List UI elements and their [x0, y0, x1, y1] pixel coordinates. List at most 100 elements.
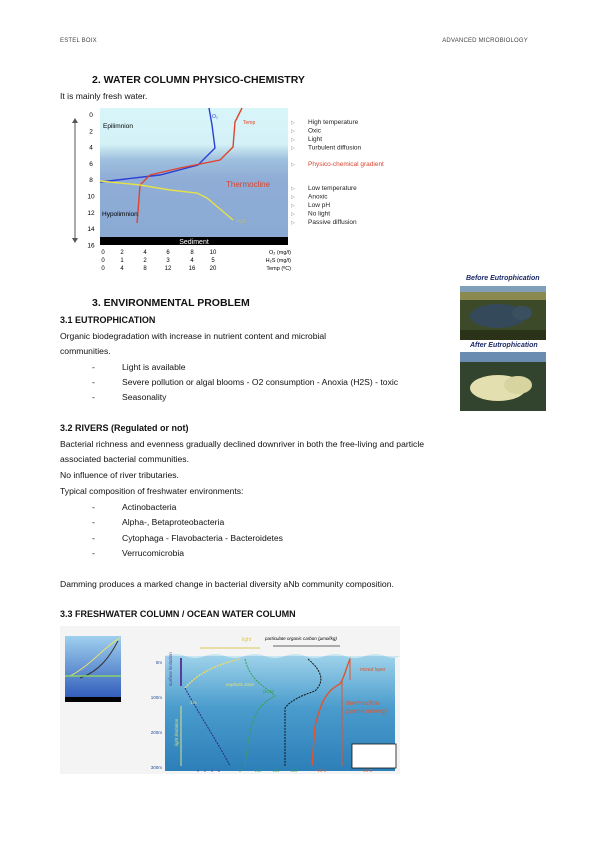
depth-tick-label: 2 — [89, 128, 93, 135]
depth-tick-label: 12 — [87, 210, 95, 217]
rivers-title: 3.2 RIVERS (Regulated or not) — [60, 423, 189, 433]
epilimnion-label: Epilimnion — [103, 123, 133, 130]
axis-tick-label: 0 — [101, 250, 105, 256]
before-eutrophication-caption: Before Eutrophication — [466, 275, 540, 282]
rivers-closing: Damming produces a marked change in bact… — [60, 579, 394, 589]
surface-limitation-label: surface limitation — [168, 652, 173, 686]
arrow-icon: ▷ — [291, 186, 295, 192]
arrow-icon: ▷ — [291, 203, 295, 209]
axis-tick-label: 3 — [166, 258, 170, 264]
sediment-bar — [100, 237, 288, 245]
thermocline-label: Thermocline — [226, 180, 271, 189]
axis-unit-label: H₂S (mg/l) — [266, 258, 292, 264]
bottom-tick-label: 15°C — [318, 768, 327, 773]
depth-tick-label: 6 — [89, 161, 93, 168]
trait-label: High temperature — [308, 119, 359, 126]
after-eutrophication-photo — [460, 352, 546, 411]
axis-tick-label: 6 — [166, 250, 170, 256]
depth-tick-label: 14 — [87, 226, 95, 233]
arrow-icon: ▷ — [291, 120, 295, 126]
poc-label: particulate organic carbon (µmol/kg) — [264, 636, 337, 641]
eutro-text-2: communities. — [60, 346, 111, 356]
trait-label: Passive diffusion — [308, 219, 357, 226]
eutrophication-title: 3.1 EUTROPHICATION — [60, 315, 156, 325]
trait-label: Oxic — [308, 128, 322, 135]
light-label: light — [242, 637, 252, 643]
rivers-text-3: No influence of river tributaries. — [60, 470, 179, 480]
bottom-tick-label: 6 — [218, 768, 221, 773]
axis-tick-label: 8 — [143, 266, 147, 272]
trait-label: Turbulent diffusion — [308, 145, 362, 152]
axis-unit-label: Temp (ºC) — [266, 265, 291, 272]
dom-label: DOM — [263, 689, 274, 694]
euphotic-zone-label: euphotic zone — [226, 682, 255, 687]
arrow-icon: ▷ — [291, 162, 295, 168]
bottom-tick-label: 200 — [273, 768, 280, 773]
axis-tick-label: 8 — [190, 250, 194, 256]
arrow-icon: ▷ — [291, 195, 295, 201]
depth-tick-label: 10 — [87, 194, 95, 201]
arrow-icon: ▷ — [291, 129, 295, 135]
arrow-icon: ▷ — [291, 220, 295, 226]
axis-tick-label: 1 — [120, 258, 124, 264]
h2s-curve — [99, 180, 234, 221]
bottom-tick-label: 4 — [211, 768, 214, 773]
o2-curve-label: O₂ — [212, 114, 218, 120]
one-percent-label: 1% — [190, 700, 197, 705]
mixed-layer-label: mixed layer — [360, 667, 386, 673]
bottom-tick-label: 0 — [197, 768, 200, 773]
freshwater-column-inset — [65, 636, 121, 702]
trait-label: Physico-chemical gradient — [308, 161, 384, 168]
water-body — [100, 108, 288, 237]
hypolimnion-label: Hypolimnion — [102, 211, 138, 218]
columns-title: 3.3 FRESHWATER COLUMN / OCEAN WATER COLU… — [60, 609, 296, 619]
depth-300m: 300m — [151, 765, 163, 770]
depth-0m: 0m — [156, 660, 163, 665]
header-author: ESTEL BOIX — [60, 38, 97, 44]
axis-tick-label: 2 — [143, 258, 147, 264]
axis-tick-label: 5 — [211, 258, 215, 264]
depth-200m: 200m — [151, 730, 163, 735]
depth-arrow-head-up — [72, 118, 78, 123]
axis-tick-label: 12 — [165, 266, 172, 272]
rivers-text-2: associated bacterial communities. — [60, 454, 189, 464]
trait-label: No light — [308, 211, 330, 218]
after-eutrophication-caption: After Eutrophication — [470, 342, 538, 349]
temp-curve — [136, 107, 243, 224]
bottom-tick-label: 20°C — [364, 768, 373, 773]
axis-tick-label: 10 — [210, 250, 217, 256]
temp-curve-label: Temp — [243, 120, 255, 126]
arrow-icon: ▷ — [291, 137, 295, 143]
water-column-comparison-figure: light particulate organic carbon (µmol/k… — [60, 626, 400, 774]
axis-unit-label: O₂ (mg/l) — [269, 250, 291, 256]
light-limitation-label: light limitation — [174, 718, 179, 746]
bottom-tick-label: 100 — [255, 768, 262, 773]
trait-label: Low temperature — [308, 185, 357, 192]
axis-tick-label: 4 — [143, 250, 147, 256]
rivers-text-4: Typical composition of freshwater enviro… — [60, 486, 244, 496]
header-course: ADVANCED MICROBIOLOGY — [442, 38, 528, 44]
axis-tick-label: 4 — [190, 258, 194, 264]
axis-tick-label: 16 — [189, 266, 196, 272]
depth-tick-label: 0 — [89, 112, 93, 119]
axis-tick-label: 0 — [101, 258, 105, 264]
axis-tick-label: 4 — [120, 266, 124, 272]
thermocline-some-mixing-label: thermocline (some mixing) — [346, 700, 387, 715]
depth-tick-label: 16 — [87, 242, 95, 249]
rivers-text-1: Bacterial richness and evenness graduall… — [60, 439, 425, 449]
before-eutrophication-photo — [460, 286, 546, 340]
section-2-intro: It is mainly fresh water. — [60, 91, 148, 101]
axis-tick-label: 20 — [210, 266, 217, 272]
depth-100m: 100m — [151, 695, 163, 700]
h2s-curve-label: H₂S — [237, 219, 247, 225]
bottom-tick-label: 2 — [204, 768, 207, 773]
station-info-box — [351, 743, 397, 769]
arrow-icon: ▷ — [291, 212, 295, 218]
trait-label: Low pH — [308, 202, 330, 209]
arrow-icon: ▷ — [291, 146, 295, 152]
depth-tick-label: 8 — [89, 177, 93, 184]
trait-label: Anoxic — [308, 194, 328, 201]
depth-tick-label: 4 — [89, 145, 93, 152]
